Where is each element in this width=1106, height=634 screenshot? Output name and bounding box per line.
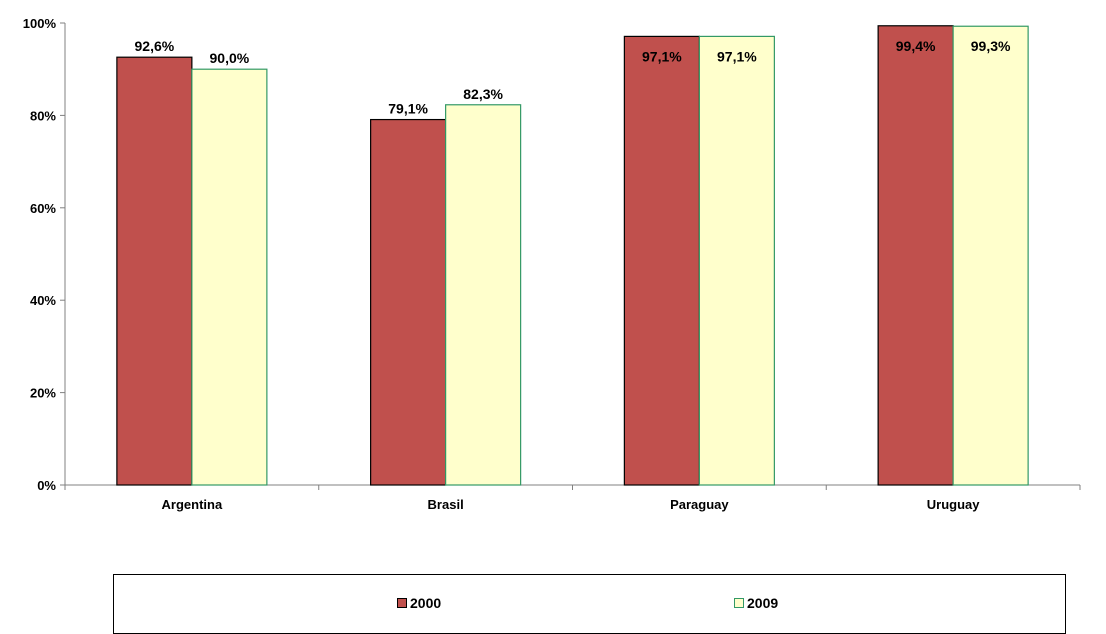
bar-2000-uruguay bbox=[878, 26, 953, 485]
y-tick-label: 0% bbox=[37, 478, 56, 493]
data-label-2009-paraguay: 97,1% bbox=[717, 48, 757, 64]
x-tick-label: Brasil bbox=[428, 497, 464, 512]
data-label-2009-brasil: 82,3% bbox=[463, 86, 503, 102]
bar-chart: 0% 20% 40% 60% 80% 100% Argentina Brasil Paragu… bbox=[0, 0, 1106, 592]
legend-label-2000: 2000 bbox=[410, 595, 441, 611]
legend: 2000 2009 bbox=[113, 574, 1066, 634]
y-tick-label: 60% bbox=[30, 201, 56, 216]
data-label-2000-argentina: 92,6% bbox=[135, 38, 175, 54]
y-tick-label: 40% bbox=[30, 293, 56, 308]
bar-2009-brasil bbox=[446, 105, 521, 485]
y-tick-label: 100% bbox=[23, 16, 57, 31]
bar-2009-argentina bbox=[192, 69, 267, 485]
x-tick-label: Paraguay bbox=[670, 497, 729, 512]
data-label-2000-brasil: 79,1% bbox=[388, 101, 428, 117]
x-tick-label: Argentina bbox=[162, 497, 223, 512]
legend-swatch-2000 bbox=[397, 598, 407, 608]
bar-2009-paraguay bbox=[699, 36, 774, 485]
legend-label-2009: 2009 bbox=[747, 595, 778, 611]
data-label-2009-argentina: 90,0% bbox=[210, 50, 250, 66]
y-tick-label: 20% bbox=[30, 386, 56, 401]
bar-2000-argentina bbox=[117, 57, 192, 485]
legend-item-2009: 2009 bbox=[734, 595, 778, 611]
y-axis-ticks: 0% 20% 40% 60% 80% 100% bbox=[23, 16, 65, 493]
bar-2000-brasil bbox=[371, 120, 446, 485]
bar-2000-paraguay bbox=[624, 36, 699, 485]
legend-item-2000: 2000 bbox=[397, 595, 441, 611]
y-tick-label: 80% bbox=[30, 108, 56, 123]
data-label-2000-paraguay: 97,1% bbox=[642, 48, 682, 64]
legend-swatch-2009 bbox=[734, 598, 744, 608]
bar-2009-uruguay bbox=[953, 26, 1028, 485]
x-axis-ticks: Argentina Brasil Paraguay Uruguay bbox=[65, 485, 1080, 512]
data-label-2000-uruguay: 99,4% bbox=[896, 38, 936, 54]
data-label-2009-uruguay: 99,3% bbox=[971, 38, 1011, 54]
bars-group bbox=[117, 26, 1028, 485]
x-tick-label: Uruguay bbox=[927, 497, 981, 512]
